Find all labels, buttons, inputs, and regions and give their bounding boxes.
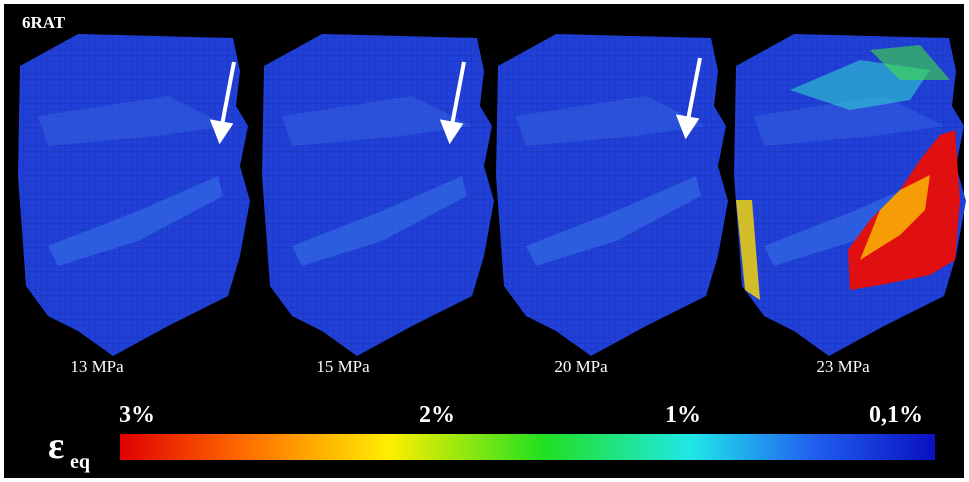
- panel-label: 13 MPa: [70, 357, 124, 376]
- colorbar-label: 3%: [119, 402, 155, 428]
- colorbar-label: 1%: [665, 402, 701, 428]
- colorbar-label: 0,1%: [869, 402, 923, 428]
- colorbar: [120, 434, 935, 460]
- figure-title: 6RAT: [22, 13, 66, 32]
- colorbar-label: 2%: [419, 402, 455, 428]
- colorbar-subscript: eq: [70, 451, 90, 473]
- panel-label: 20 MPa: [554, 357, 608, 376]
- specimen-23: [734, 34, 966, 356]
- panel-label: 15 MPa: [316, 357, 370, 376]
- colorbar-symbol: ε: [48, 425, 64, 467]
- panel-label: 23 MPa: [816, 357, 870, 376]
- arrows: [209, 57, 702, 145]
